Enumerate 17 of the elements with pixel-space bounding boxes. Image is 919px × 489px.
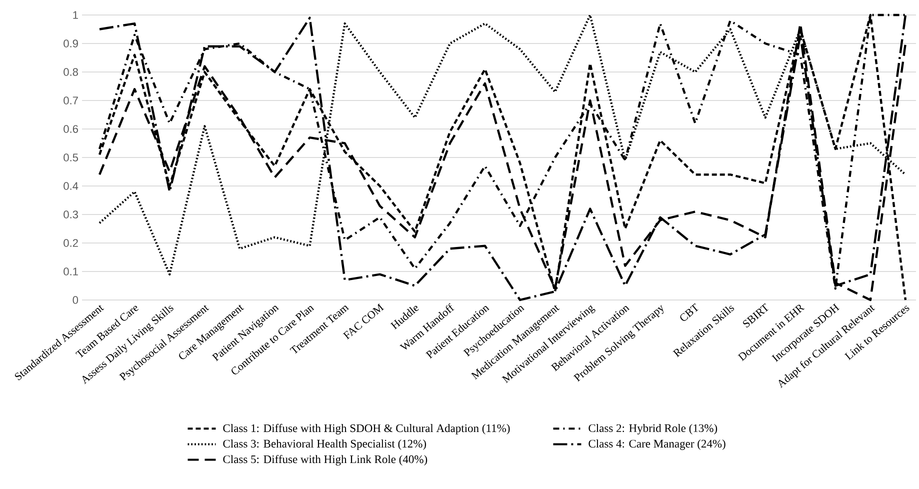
legend-label: Class 2: Hybrid Role (13%): [588, 424, 718, 434]
y-tick-label: 1: [73, 11, 78, 19]
y-tick-label: 0.7: [64, 96, 78, 104]
y-tick-label: 0.4: [64, 182, 78, 190]
y-tick-label: 0.2: [64, 239, 78, 247]
y-tick-label: 0.1: [64, 268, 78, 276]
y-tick-label: 0.5: [64, 154, 78, 162]
legend-label: Class 4: Care Manager (24%): [588, 439, 726, 450]
legend-label: Class 3: Behavioral Health Specialist (12%): [223, 439, 426, 450]
y-tick-label: 0: [72, 296, 78, 304]
legend-label: Class 1: Diffuse with High SDOH & Cultural Adaption (11%): [223, 424, 510, 434]
y-tick-label: 0.3: [64, 210, 78, 218]
y-tick-label: 0.6: [64, 125, 78, 133]
legend-label: Class 5: Diffuse with High Link Role (40%): [223, 454, 428, 466]
y-tick-label: 0.8: [64, 68, 78, 76]
x-tick-label: CBT: [680, 303, 698, 321]
y-tick-label: 0.9: [64, 40, 78, 48]
